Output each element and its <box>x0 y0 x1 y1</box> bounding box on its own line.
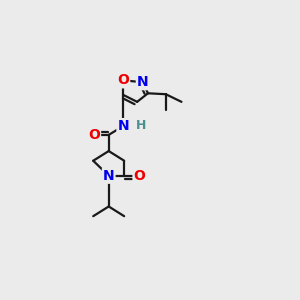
Text: N: N <box>117 119 129 133</box>
Text: O: O <box>117 74 129 87</box>
Text: O: O <box>88 128 100 142</box>
Text: H: H <box>136 119 146 132</box>
Text: N: N <box>103 169 115 183</box>
Text: O: O <box>134 169 146 183</box>
Text: N: N <box>137 75 148 89</box>
